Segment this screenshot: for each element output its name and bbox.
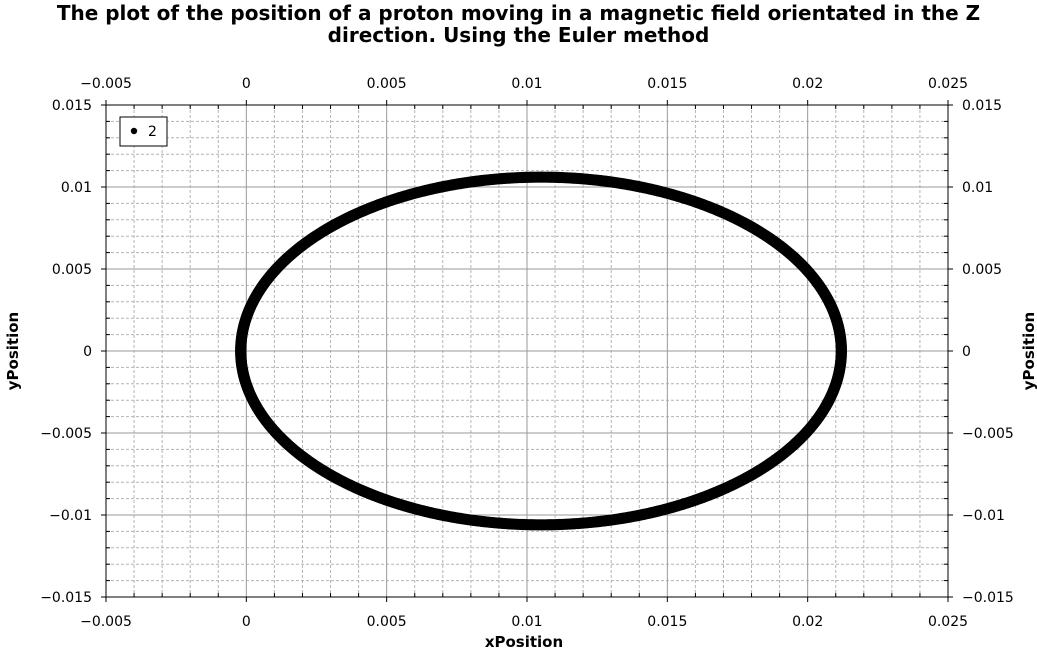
x-tick-label-bottom: 0.01 (511, 614, 542, 630)
x-tick-label-top: 0.025 (928, 76, 968, 92)
series-2 (235, 171, 847, 531)
y-tick-label-right: 0.015 (962, 98, 1002, 114)
y-tick-label-left: 0.005 (52, 262, 92, 278)
axis-ticks: −0.005 −0.005 0 0 0.005 0.005 0.01 0.01 0.015 0.0… (40, 76, 1014, 630)
y-tick-label-left: 0.01 (61, 180, 92, 196)
x-tick-label-top: 0.005 (367, 76, 407, 92)
y-axis-title-right: yPosition (1020, 312, 1037, 390)
x-tick-label-top: 0 (242, 76, 251, 92)
y-tick-label-right: −0.01 (962, 508, 1005, 524)
y-tick-label-left: −0.005 (40, 426, 92, 442)
y-tick-label-left: 0 (83, 344, 92, 360)
y-tick-label-left: 0.015 (52, 98, 92, 114)
x-tick-label-bottom: −0.005 (80, 614, 132, 630)
x-tick-label-bottom: 0 (242, 614, 251, 630)
x-tick-label-bottom: 0.02 (792, 614, 823, 630)
chart-title: The plot of the position of a proton mov… (0, 2, 1037, 46)
x-tick-label-bottom: 0.015 (647, 614, 687, 630)
legend-label: 2 (148, 124, 157, 140)
x-tick-label-bottom: 0.025 (928, 614, 968, 630)
x-tick-label-bottom: 0.005 (367, 614, 407, 630)
x-tick-label-top: −0.005 (80, 76, 132, 92)
data-point (835, 346, 847, 359)
y-tick-label-left: −0.01 (49, 508, 92, 524)
x-tick-label-top: 0.02 (792, 76, 823, 92)
legend-marker (130, 127, 138, 135)
y-tick-label-right: −0.005 (962, 426, 1014, 442)
legend-box (119, 116, 168, 147)
x-axis-title: xPosition (485, 633, 563, 650)
y-tick-label-right: 0.005 (962, 262, 1002, 278)
chart-title-line-1: The plot of the position of a proton mov… (56, 1, 981, 25)
y-tick-label-right: 0 (962, 344, 971, 360)
y-axis-title-left: yPosition (4, 312, 22, 390)
x-tick-label-top: 0.015 (647, 76, 687, 92)
chart-title-line-2: direction. Using the Euler method (327, 23, 710, 47)
y-tick-label-right: −0.015 (962, 590, 1014, 606)
y-tick-label-right: 0.01 (962, 180, 993, 196)
y-tick-label-left: −0.015 (40, 590, 92, 606)
x-tick-label-top: 0.01 (511, 76, 542, 92)
legend: 2 (119, 116, 168, 147)
